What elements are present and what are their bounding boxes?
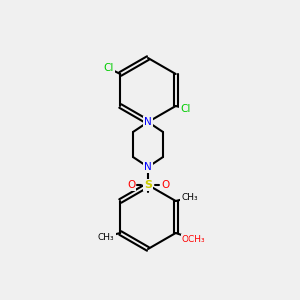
- Text: N: N: [144, 162, 152, 172]
- Text: Cl: Cl: [103, 63, 113, 73]
- Text: N: N: [144, 117, 152, 127]
- Text: O: O: [161, 180, 169, 190]
- Text: OCH₃: OCH₃: [182, 235, 206, 244]
- Text: CH₃: CH₃: [98, 232, 115, 242]
- Text: O: O: [127, 180, 135, 190]
- Text: S: S: [144, 180, 152, 190]
- Text: Cl: Cl: [181, 104, 191, 114]
- Text: CH₃: CH₃: [182, 193, 198, 202]
